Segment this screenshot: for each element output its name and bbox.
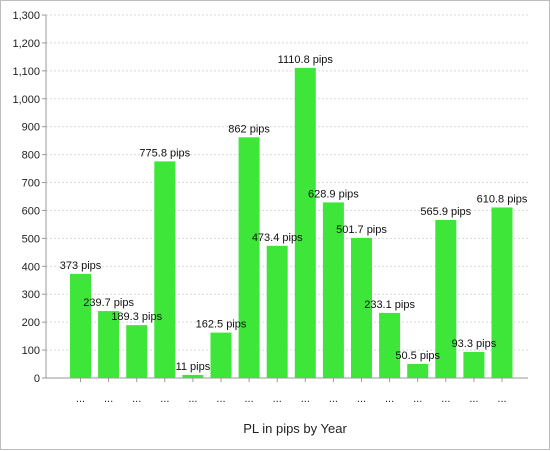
bars — [70, 67, 513, 379]
x-tick-label: ... — [216, 393, 225, 405]
y-tick-label: 100 — [22, 345, 40, 357]
gridlines — [46, 14, 528, 351]
bar — [322, 202, 344, 378]
y-tick-label: 300 — [22, 289, 40, 301]
bar — [491, 207, 513, 378]
data-label: 610.8 pips — [477, 193, 528, 205]
bar — [238, 137, 260, 378]
data-label: 162.5 pips — [196, 319, 247, 331]
y-tick-label: 400 — [22, 261, 40, 273]
x-tick-label: ... — [469, 393, 478, 405]
bar — [266, 245, 288, 378]
data-label: 189.3 pips — [111, 311, 162, 323]
x-tick-label: ... — [385, 393, 394, 405]
data-label: 501.7 pips — [336, 224, 387, 236]
data-label: 50.5 pips — [395, 350, 440, 362]
data-label: 239.7 pips — [83, 297, 134, 309]
y-tick-label: 1,300 — [12, 10, 40, 22]
data-label: 862 pips — [228, 123, 270, 135]
data-label: 93.3 pips — [452, 338, 497, 350]
x-tick-label: ... — [76, 393, 85, 405]
y-tick-label: 900 — [22, 122, 40, 134]
y-tick-label: 500 — [22, 233, 40, 245]
y-tick-label: 1,100 — [12, 66, 40, 78]
data-labels: 373 pips 239.7 pips 189.3 pips 775.8 pips 11… — [60, 54, 528, 373]
bar — [407, 363, 429, 378]
x-tick-label: ... — [301, 393, 310, 405]
y-tick-label: 1,000 — [12, 94, 40, 106]
x-tick-label: ... — [357, 393, 366, 405]
bar — [154, 161, 176, 378]
data-label: 628.9 pips — [308, 188, 359, 200]
data-label: 775.8 pips — [139, 147, 190, 159]
bar — [210, 332, 232, 378]
bar — [463, 351, 485, 378]
x-tick-label: ... — [104, 393, 113, 405]
y-tick-label: 200 — [22, 317, 40, 329]
data-label: 11 pips — [176, 361, 211, 373]
y-tick-label: 800 — [22, 150, 40, 162]
bar — [70, 273, 91, 378]
bar — [126, 325, 148, 378]
bar — [182, 374, 204, 378]
x-tick-label: ... — [441, 393, 450, 405]
bar — [379, 312, 401, 378]
x-axis: ........................................… — [46, 377, 528, 405]
data-label: 233.1 pips — [364, 299, 415, 311]
x-tick-label: ... — [497, 393, 506, 405]
bar — [98, 311, 120, 378]
y-tick-label: 0 — [34, 373, 40, 385]
x-tick-label: ... — [132, 393, 141, 405]
data-label: 473.4 pips — [252, 232, 303, 244]
y-tick-label: 700 — [22, 178, 40, 190]
x-tick-label: ... — [329, 393, 338, 405]
x-tick-label: ... — [160, 393, 169, 405]
x-tick-label: ... — [188, 393, 197, 405]
bar — [435, 219, 457, 378]
y-axis: 0 100 200 300 400 500 600 700 800 900 1,000 1,100 1,… — [12, 10, 47, 385]
data-label: 373 pips — [60, 260, 102, 272]
x-tick-label: ... — [273, 393, 282, 405]
x-axis-title: PL in pips by Year — [243, 421, 347, 436]
bar — [351, 237, 372, 378]
y-tick-label: 600 — [22, 205, 40, 217]
x-tick-label: ... — [245, 393, 254, 405]
y-tick-label: 1,200 — [12, 38, 40, 50]
data-label: 565.9 pips — [420, 206, 471, 218]
data-label: 1110.8 pips — [278, 54, 334, 66]
x-tick-label: ... — [413, 393, 422, 405]
bar — [294, 67, 316, 379]
